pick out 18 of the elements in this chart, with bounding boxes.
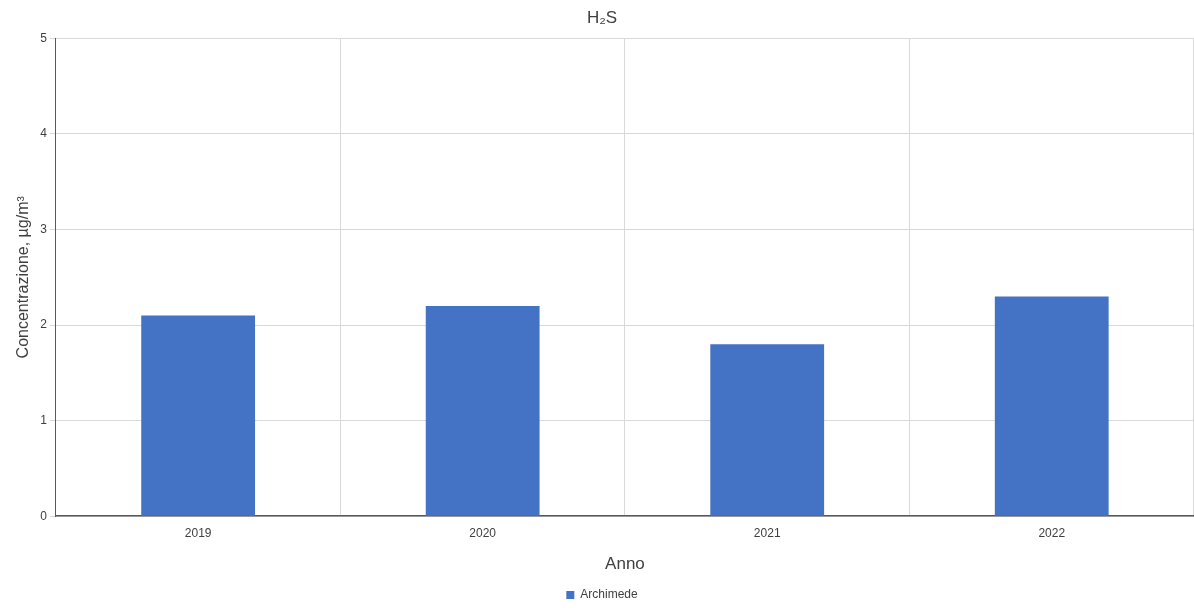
y-tick-label: 0 bbox=[40, 508, 48, 523]
y-tick-label: 5 bbox=[40, 30, 48, 45]
bar bbox=[141, 315, 256, 516]
y-tick-label: 2 bbox=[40, 317, 48, 332]
legend-label: Archimede bbox=[580, 587, 638, 602]
bar bbox=[994, 296, 1109, 516]
x-tick-label: 2020 bbox=[469, 525, 497, 540]
y-tick-label: 4 bbox=[40, 126, 48, 141]
x-axis-title: Anno bbox=[605, 554, 645, 574]
x-tick-label: 2022 bbox=[1038, 525, 1066, 540]
chart-title: H₂S bbox=[586, 7, 618, 27]
x-tick-label: 2021 bbox=[753, 525, 781, 540]
y-tick-label: 3 bbox=[40, 221, 48, 236]
y-tick-label: 1 bbox=[40, 412, 48, 427]
bar bbox=[425, 305, 540, 516]
x-tick-label: 2019 bbox=[184, 525, 212, 540]
y-axis-title: Concentrazione, µg/m³ bbox=[14, 195, 32, 359]
bar bbox=[710, 344, 825, 516]
